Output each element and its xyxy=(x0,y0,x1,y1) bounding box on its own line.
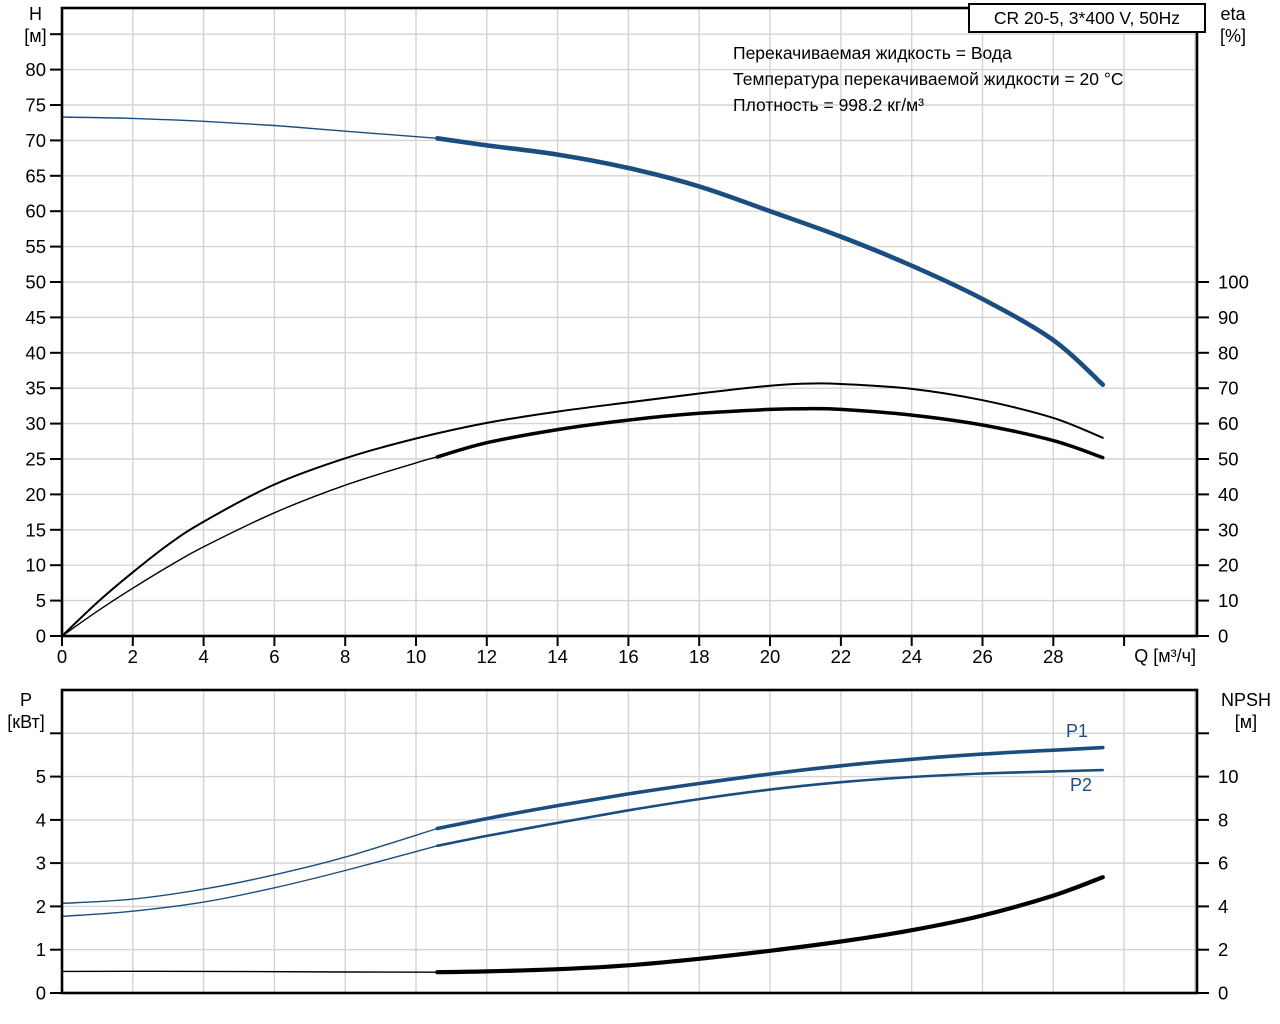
npsh-axis-label: NPSH [м] xyxy=(1216,689,1276,733)
x-axis-tick-label: 2 xyxy=(128,646,138,667)
eta-total-curve-thin xyxy=(61,456,438,637)
x-axis-tick-label: 20 xyxy=(760,646,781,667)
left-axis-tick-label: 2 xyxy=(36,896,46,917)
right-axis-tick-label: 100 xyxy=(1218,272,1249,293)
p-axis-unit: [кВт] xyxy=(7,712,45,732)
left-axis-tick-label: 25 xyxy=(25,449,46,470)
left-axis-tick-label: 1 xyxy=(36,939,46,960)
right-axis-tick-label: 20 xyxy=(1218,555,1239,576)
right-axis-tick-label: 30 xyxy=(1218,519,1239,540)
h-axis-name: H xyxy=(29,4,42,24)
q-axis-label: Q [м³/ч] xyxy=(1134,646,1196,666)
right-axis-tick-label: 4 xyxy=(1218,896,1228,917)
H-Q-curve-preview xyxy=(61,116,438,139)
axis-tick-labels: 0510152025303540455055606570758001020304… xyxy=(25,59,1248,1003)
x-axis-tick-label: 12 xyxy=(477,646,498,667)
left-axis-tick-label: 65 xyxy=(25,165,46,186)
right-axis-tick-label: 10 xyxy=(1218,766,1239,787)
P1-curve-thick xyxy=(435,745,1105,831)
left-axis-tick-label: 35 xyxy=(25,378,46,399)
x-axis-tick-label: 6 xyxy=(269,646,279,667)
left-axis-tick-label: 5 xyxy=(36,590,46,611)
x-axis-tick-label: 14 xyxy=(547,646,568,667)
right-axis-tick-label: 2 xyxy=(1218,939,1228,960)
right-axis-tick-label: 80 xyxy=(1218,342,1239,363)
gridlines xyxy=(62,8,1197,993)
right-axis-tick-label: 90 xyxy=(1218,307,1239,328)
plot-frames xyxy=(60,6,1199,995)
left-axis-tick-label: 75 xyxy=(25,95,46,116)
eta-axis-label: eta [%] xyxy=(1203,3,1263,47)
eta-axis-name: eta xyxy=(1220,4,1246,24)
left-axis-tick-label: 60 xyxy=(25,201,46,222)
right-axis-tick-label: 6 xyxy=(1218,853,1228,874)
right-axis-tick-label: 0 xyxy=(1218,626,1228,647)
p1-curve-label: P1 xyxy=(1066,721,1089,741)
plot-frame xyxy=(60,688,1199,995)
left-axis-tick-label: 10 xyxy=(25,555,46,576)
p-axis-label: P [кВт] xyxy=(0,689,52,733)
left-axis-tick-label: 5 xyxy=(36,766,46,787)
x-axis-tick-label: 18 xyxy=(689,646,710,667)
h-axis-unit: [м] xyxy=(24,26,47,46)
left-axis-tick-label: 3 xyxy=(36,853,46,874)
right-axis-tick-label: 50 xyxy=(1218,449,1239,470)
eta-pump-curve xyxy=(61,382,1104,637)
plot-frame xyxy=(60,6,1199,638)
eta-axis-unit: [%] xyxy=(1219,26,1246,46)
right-axis-tick-label: 70 xyxy=(1218,378,1239,399)
x-axis-tick-label: 10 xyxy=(406,646,427,667)
left-axis-tick-label: 20 xyxy=(25,484,46,505)
P2-curve-thin xyxy=(61,845,438,918)
left-axis-tick-label: 80 xyxy=(25,59,46,80)
P1-curve-thin xyxy=(61,827,438,905)
NPSH-curve-thick xyxy=(435,875,1105,975)
x-axis-tick-label: 8 xyxy=(340,646,350,667)
npsh-axis-name: NPSH xyxy=(1220,690,1271,710)
curves xyxy=(61,116,1106,975)
right-axis-tick-label: 40 xyxy=(1218,484,1239,505)
left-axis-tick-label: 70 xyxy=(25,130,46,151)
h-axis-label: H [м] xyxy=(3,3,68,47)
right-axis-tick-label: 8 xyxy=(1218,809,1228,830)
x-axis-tick-label: 22 xyxy=(831,646,852,667)
p-axis-name: P xyxy=(19,690,32,710)
left-axis-tick-label: 4 xyxy=(36,809,46,830)
right-axis-tick-label: 60 xyxy=(1218,413,1239,434)
x-axis-tick-label: 0 xyxy=(57,646,67,667)
x-axis-tick-label: 24 xyxy=(901,646,922,667)
left-axis-tick-label: 15 xyxy=(25,519,46,540)
pump-model-title: CR 20-5, 3*400 V, 50Hz xyxy=(993,7,1181,28)
condition-fluid: Перекачиваемая жидкость = Вода xyxy=(733,43,1012,63)
left-axis-tick-label: 55 xyxy=(25,236,46,257)
x-axis-tick-label: 16 xyxy=(618,646,639,667)
pump-model-title-box: CR 20-5, 3*400 V, 50Hz xyxy=(968,3,1206,33)
p2-curve-label: P2 xyxy=(1070,775,1093,795)
left-axis-tick-label: 30 xyxy=(25,413,46,434)
left-axis-tick-label: 40 xyxy=(25,342,46,363)
condition-temperature: Температура перекачиваемой жидкости = 20… xyxy=(733,69,1124,89)
x-axis-tick-label: 28 xyxy=(1043,646,1064,667)
right-axis-tick-label: 10 xyxy=(1218,590,1239,611)
axis-ticks xyxy=(50,33,1209,994)
left-axis-tick-label: 45 xyxy=(25,307,46,328)
left-axis-tick-label: 0 xyxy=(36,626,46,647)
P2-curve-thick xyxy=(436,768,1105,848)
left-axis-tick-label: 0 xyxy=(36,983,46,1004)
NPSH-curve-thin xyxy=(61,970,438,973)
eta-total-curve-thick xyxy=(435,406,1105,460)
condition-density: Плотность = 998.2 кг/м³ xyxy=(733,95,924,115)
x-axis-tick-label: 4 xyxy=(198,646,208,667)
H-Q-curve-duty xyxy=(435,136,1106,387)
npsh-axis-unit: [м] xyxy=(1234,712,1258,732)
left-axis-tick-label: 50 xyxy=(25,272,46,293)
x-axis-tick-label: 26 xyxy=(972,646,993,667)
right-axis-tick-label: 0 xyxy=(1218,983,1228,1004)
